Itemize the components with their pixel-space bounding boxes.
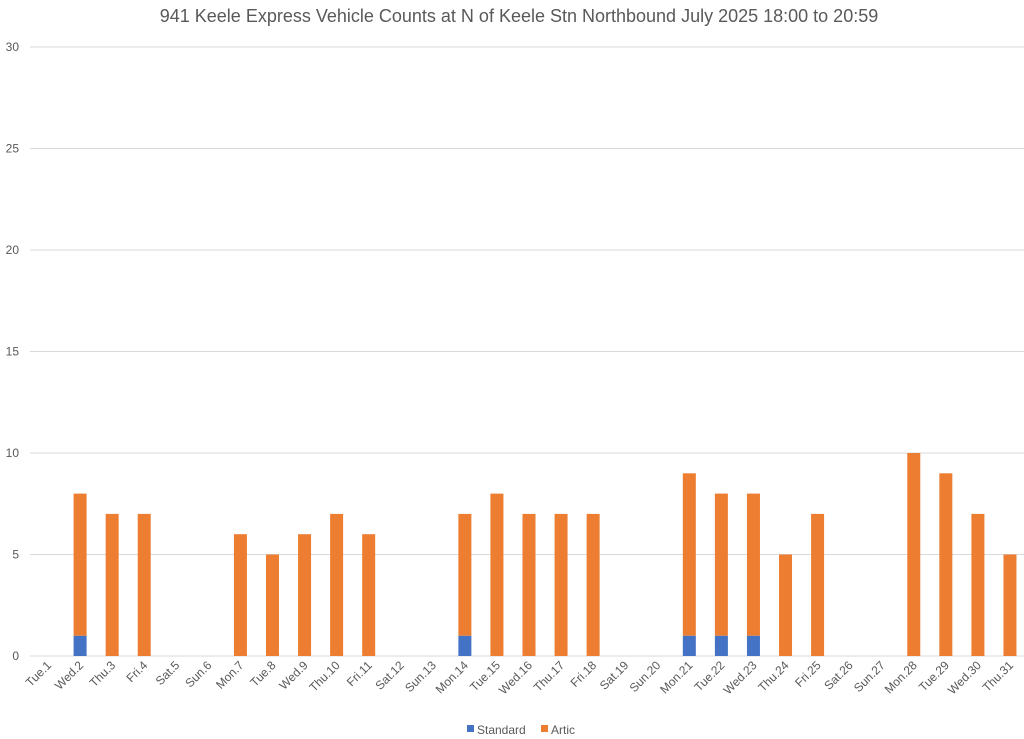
x-tick-label: Mon.14 <box>433 658 471 696</box>
x-tick-label: Thu.10 <box>306 658 343 695</box>
chart-title: 941 Keele Express Vehicle Counts at N of… <box>160 6 878 26</box>
bar-artic-Thu.17 <box>554 513 568 656</box>
bar-artic-Mon.28 <box>907 453 921 656</box>
bar-artic-Wed.9 <box>298 534 312 656</box>
bar-standard-Mon.21 <box>682 635 696 656</box>
y-tick-label: 25 <box>6 142 20 156</box>
bar-artic-Thu.24 <box>779 554 793 656</box>
bar-artic-Tue.8 <box>265 554 279 656</box>
x-tick-label: Sun.27 <box>851 658 888 695</box>
bar-standard-Wed.23 <box>746 635 760 656</box>
y-tick-label: 0 <box>12 649 19 663</box>
legend-label-artic: Artic <box>551 723 575 737</box>
bar-artic-Fri.25 <box>811 513 825 656</box>
x-tick-label: Fri.25 <box>792 658 824 690</box>
y-tick-label: 30 <box>6 40 20 54</box>
x-tick-label: Tue.1 <box>23 658 55 690</box>
bar-artic-Wed.30 <box>971 513 985 656</box>
legend-swatch-standard <box>467 725 474 732</box>
y-tick-label: 20 <box>6 243 20 257</box>
x-tick-label: Fri.18 <box>568 658 600 690</box>
x-tick-label: Thu.3 <box>87 658 119 690</box>
y-tick-label: 10 <box>6 446 20 460</box>
x-tick-label: Sat.26 <box>821 658 856 693</box>
bar-artic-Tue.15 <box>490 493 504 656</box>
x-tick-label: Sat.12 <box>372 658 407 693</box>
x-tick-label: Wed.30 <box>945 658 984 697</box>
x-tick-label: Wed.16 <box>496 658 535 697</box>
y-axis-ticks: 0 5 10 15 20 25 30 <box>6 40 20 663</box>
x-tick-label: Mon.28 <box>882 658 920 696</box>
bar-standard-Wed.2 <box>73 635 87 656</box>
bars <box>73 453 1017 656</box>
bar-artic-Fri.4 <box>137 513 151 656</box>
bar-artic-Wed.2 <box>73 493 87 636</box>
x-tick-label: Mon.21 <box>657 658 695 696</box>
y-tick-label: 15 <box>6 345 20 359</box>
x-tick-label: Tue.8 <box>247 658 279 690</box>
bar-artic-Wed.23 <box>746 493 760 636</box>
bar-artic-Tue.22 <box>714 493 728 636</box>
x-tick-label: Wed.9 <box>276 658 311 693</box>
x-tick-label: Fri.4 <box>123 658 150 685</box>
y-tick-label: 5 <box>12 548 19 562</box>
bar-standard-Mon.14 <box>458 635 472 656</box>
bar-artic-Fri.11 <box>362 534 376 656</box>
x-tick-label: Sun.6 <box>182 658 214 690</box>
x-tick-label: Thu.24 <box>755 658 792 695</box>
bar-artic-Thu.10 <box>330 513 344 656</box>
bar-artic-Thu.3 <box>105 513 119 656</box>
bar-artic-Wed.16 <box>522 513 536 656</box>
gridlines <box>30 46 1024 657</box>
bar-artic-Mon.7 <box>233 534 247 656</box>
x-tick-label: Mon.7 <box>213 658 247 692</box>
x-tick-label: Wed.2 <box>52 658 87 693</box>
legend-swatch-artic <box>541 725 548 732</box>
x-tick-label: Sun.13 <box>402 658 439 695</box>
x-tick-label: Wed.23 <box>721 658 760 697</box>
x-tick-label: Fri.11 <box>344 658 375 689</box>
bar-artic-Mon.14 <box>458 513 472 636</box>
bar-standard-Tue.22 <box>714 635 728 656</box>
x-tick-label: Sun.20 <box>627 658 664 695</box>
bar-artic-Mon.21 <box>682 473 696 636</box>
x-tick-label: Sat.5 <box>153 658 183 688</box>
legend-label-standard: Standard <box>477 723 526 737</box>
x-tick-label: Thu.31 <box>980 658 1017 695</box>
x-tick-label: Sat.19 <box>597 658 632 693</box>
bar-artic-Thu.31 <box>1003 554 1017 656</box>
bar-artic-Fri.18 <box>586 513 600 656</box>
bar-artic-Tue.29 <box>939 473 953 656</box>
x-tick-label: Thu.17 <box>531 658 568 695</box>
legend: Standard Artic <box>467 723 575 737</box>
